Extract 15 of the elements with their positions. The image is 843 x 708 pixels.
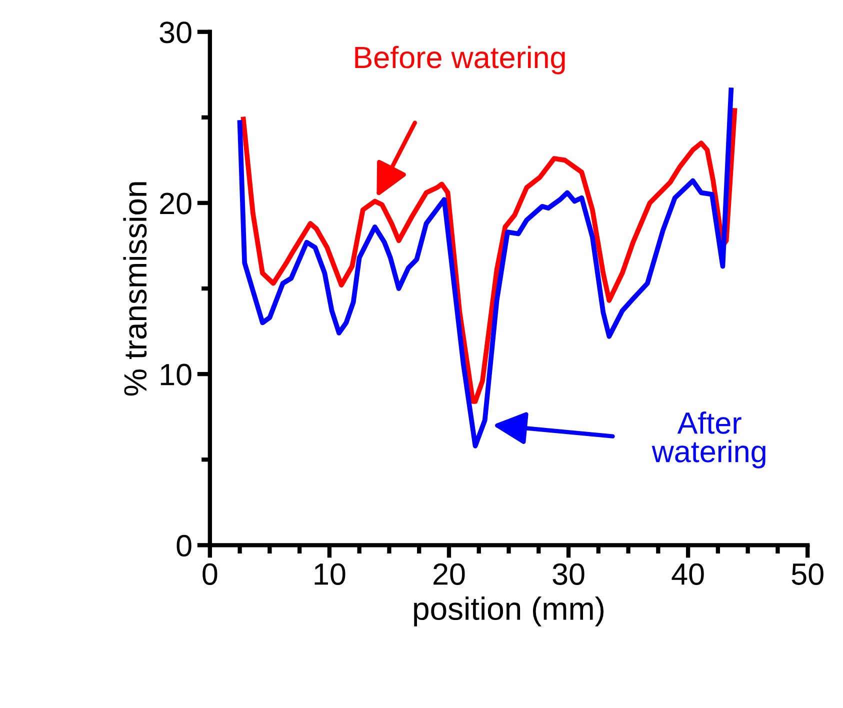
x-tick-label: 50	[792, 563, 824, 585]
y-axis-title: % transmission	[123, 182, 147, 396]
x-tick-label: 10	[314, 563, 346, 585]
line-series	[240, 108, 738, 404]
y-tick-label: 30	[160, 22, 192, 44]
x-tick-label: 0	[202, 563, 218, 585]
x-axis-title: position (mm)	[414, 596, 604, 626]
x-tick-label: 20	[434, 563, 465, 585]
y-tick-label: 0	[176, 534, 192, 557]
y-tick-label: 20	[160, 192, 192, 214]
y-tick-label: 10	[160, 364, 192, 386]
annotation: After watering	[652, 411, 766, 468]
x-tick-label: 40	[672, 563, 704, 585]
annotation: Before watering	[355, 46, 565, 74]
x-tick-label: 30	[552, 563, 584, 585]
